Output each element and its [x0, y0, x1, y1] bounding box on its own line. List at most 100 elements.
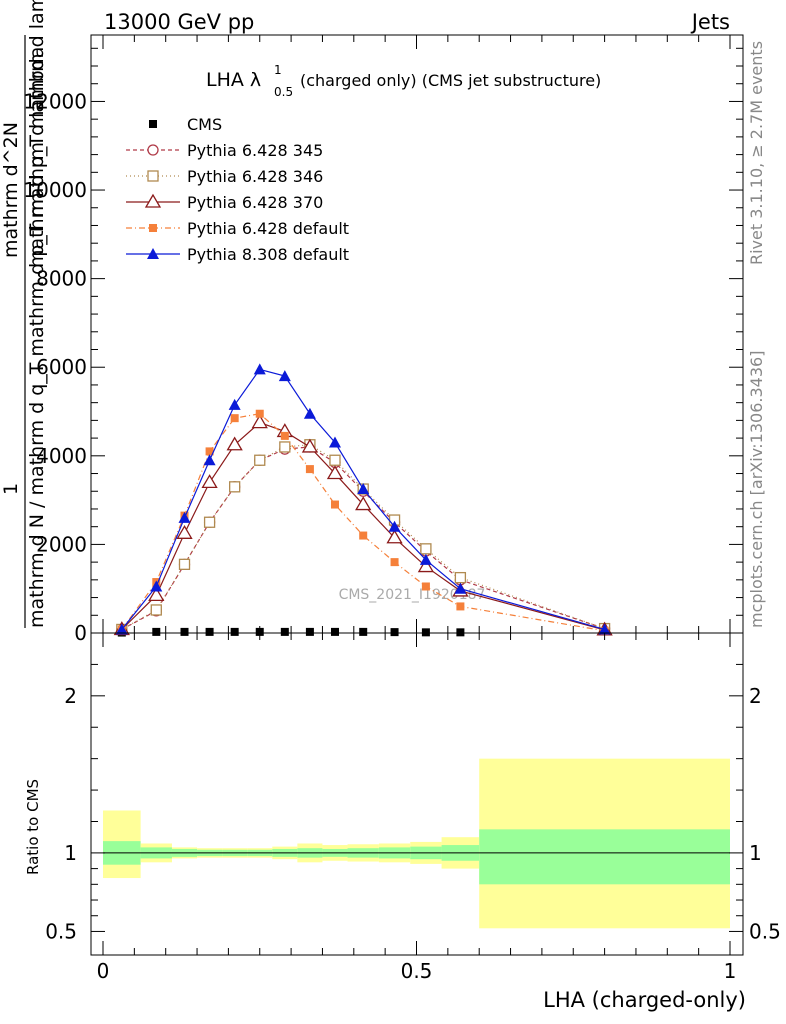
legend-marker [144, 193, 162, 208]
main-ylabel: 1 mathrm d^2N mathrm d p_T mathrm d lamb… [0, 0, 48, 628]
series-line-pythia-6-428-370 [121, 421, 605, 631]
band-inner [479, 829, 730, 885]
point-pythia-6-428-370 [251, 414, 268, 429]
point-cms [205, 627, 214, 636]
ratio-ytick-label-right: 2 [749, 684, 762, 708]
ratio-ytick-label-right: 1 [749, 841, 762, 865]
point-pythia-6-428-346 [254, 454, 266, 466]
point-cms [359, 627, 368, 636]
ratio-panel: 0.5 0.51 12 2 0 0.5 1 Ratio to CMS LHA (charg… [24, 632, 781, 1012]
legend-marker [147, 248, 159, 259]
main-ytick-label: 4000 [36, 444, 87, 468]
ratio-ytick-label: 1 [64, 841, 77, 865]
point-pythia-6-428-default [456, 602, 465, 611]
main-ytick-labels: 0 2000 4000 6000 8000 10000 12000 [23, 89, 87, 645]
point-pythia-6-428-346 [203, 516, 216, 528]
point-pythia-8-308-default [388, 520, 401, 532]
point-cms [421, 628, 430, 637]
legend-item-cms: CMS [149, 115, 222, 134]
point-pythia-6-428-346 [420, 543, 432, 555]
point-pythia-8-308-default [328, 436, 341, 448]
main-ytick-label: 12000 [23, 89, 87, 113]
point-pythia-6-428-default [390, 558, 399, 567]
point-pythia-6-428-default [205, 447, 214, 456]
point-cms [305, 627, 314, 636]
point-cms [152, 627, 161, 636]
main-ytick-label: 6000 [36, 355, 87, 379]
title-sub: 0.5 [274, 85, 293, 99]
mcplots-label: mcplots.cern.ch [arXiv:1306.3436] [747, 351, 766, 628]
ratio-ylabel: Ratio to CMS [24, 779, 42, 875]
header-right: Jets [690, 10, 730, 34]
series-line-pythia-6-428-345 [121, 446, 605, 630]
point-pythia-6-428-default [230, 414, 239, 423]
point-pythia-6-428-370 [176, 525, 193, 539]
title-rest: (charged only) (CMS jet substructure) [300, 71, 601, 90]
point-pythia-6-428-346 [279, 441, 291, 453]
main-ytick-label: 2000 [36, 532, 87, 556]
point-cms [390, 628, 399, 637]
point-pythia-6-428-370 [226, 436, 243, 451]
ylabel-num-b: mathrm d p_T mathrm d lambda [26, 0, 48, 268]
point-pythia-6-428-370 [148, 587, 165, 601]
point-pythia-8-308-default [178, 511, 191, 523]
point-pythia-6-428-370 [417, 558, 435, 573]
point-pythia-6-428-346 [454, 571, 467, 584]
legend-item-pythia-6-428-370: Pythia 6.428 370 [126, 193, 323, 212]
legend-item-pythia-6-428-346: Pythia 6.428 346 [126, 167, 323, 186]
point-pythia-6-428-370 [201, 474, 218, 489]
ratio-xtick-label: 0 [97, 959, 110, 983]
point-pythia-8-308-default [598, 623, 611, 635]
point-pythia-8-308-default [357, 483, 370, 495]
legend-item-pythia-8-308-default: Pythia 8.308 default [126, 245, 349, 264]
series-layer [113, 363, 613, 637]
legend-label: Pythia 6.428 345 [187, 141, 323, 160]
ylabel-one: 1 [0, 483, 22, 495]
point-pythia-6-428-346 [329, 454, 341, 466]
point-pythia-8-308-default [115, 623, 128, 635]
point-pythia-6-428-370 [355, 496, 372, 511]
plot-title: LHA λ 1 0.5 (charged only) (CMS jet subs… [206, 63, 601, 99]
ylabel-num-a: mathrm d^2N [0, 122, 22, 258]
legend-label: Pythia 6.428 370 [187, 193, 323, 212]
point-pythia-6-428-default [421, 582, 430, 591]
ratio-xlabel: LHA (charged-only) [543, 988, 746, 1012]
ratio-ytick-label: 0.5 [45, 919, 77, 943]
point-cms [456, 628, 465, 637]
legend-marker [149, 224, 157, 232]
point-pythia-6-428-default [330, 500, 339, 509]
legend: CMS Pythia 6.428 345 Pythia 6.428 346 Pythi… [126, 115, 349, 264]
rivet-label: Rivet 3.1.10, ≥ 2.7M events [747, 41, 766, 265]
point-pythia-6-428-346 [150, 604, 162, 616]
ratio-ticks [91, 633, 743, 955]
point-pythia-8-308-default [228, 398, 241, 410]
point-pythia-8-308-default [303, 407, 316, 419]
ratio-ytick-labels: 0.5 0.5 1 1 2 2 [45, 684, 781, 944]
legend-item-pythia-6-428-default: Pythia 6.428 default [126, 219, 349, 238]
point-pythia-8-308-default [253, 363, 266, 375]
legend-marker [149, 120, 157, 128]
main-ytick-label: 10000 [23, 178, 87, 202]
ratio-xtick-label: 1 [724, 959, 737, 983]
point-pythia-6-428-default [359, 531, 368, 540]
point-pythia-6-428-370 [386, 529, 403, 544]
header-left: 13000 GeV pp [104, 10, 254, 34]
point-pythia-8-308-default [419, 553, 432, 565]
point-pythia-6-428-346 [229, 481, 241, 493]
main-ticks [91, 35, 743, 634]
point-pythia-6-428-370 [326, 465, 344, 480]
legend-label: Pythia 6.428 346 [187, 167, 323, 186]
legend-marker [147, 144, 159, 156]
point-pythia-8-308-default [454, 582, 467, 594]
main-ytick-label: 8000 [36, 267, 87, 291]
legend-label: Pythia 6.428 default [187, 219, 349, 238]
series-5 [115, 363, 611, 635]
point-pythia-6-428-370 [301, 438, 319, 453]
series-line-pythia-8-308-default [121, 368, 605, 631]
point-cms [255, 627, 264, 636]
legend-item-pythia-6-428-345: Pythia 6.428 345 [126, 141, 323, 160]
ratio-xtick-label: 0.5 [401, 959, 433, 983]
point-pythia-6-428-default [305, 465, 314, 474]
